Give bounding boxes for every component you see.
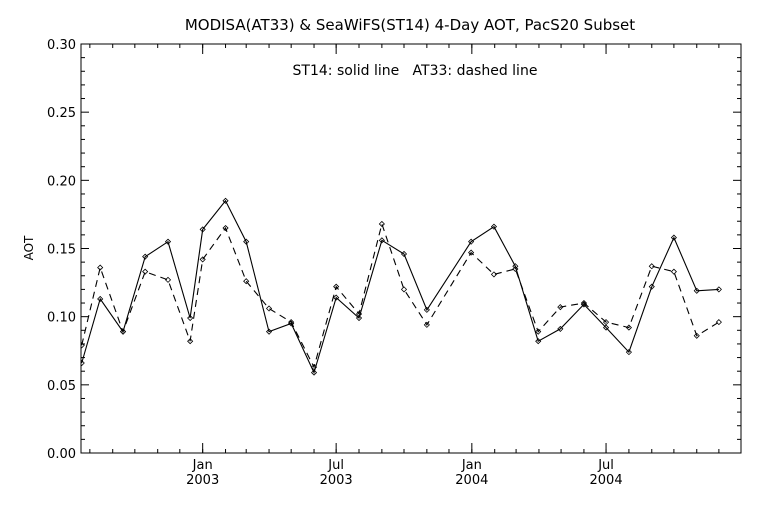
x-tick-label-month: Jan — [461, 458, 482, 473]
data-point-at33 — [512, 265, 519, 273]
chart-title: MODISA(AT33) & SeaWiFS(ST14) 4-Day AOT, … — [185, 16, 635, 34]
data-point-at33 — [119, 328, 127, 335]
data-point-st14 — [625, 349, 632, 356]
y-tick-label: 0.10 — [47, 311, 76, 326]
x-tick-label-month: Jul — [597, 458, 614, 473]
legend-annotation: ST14: solid line AT33: dashed line — [293, 63, 538, 79]
data-point-at33 — [142, 268, 149, 275]
data-point-st14 — [310, 369, 318, 376]
y-axis-label: AOT — [22, 235, 36, 260]
data-point-st14 — [333, 294, 340, 301]
data-point-st14 — [243, 238, 250, 245]
series-line-at33 — [81, 222, 720, 369]
series-layer — [81, 197, 722, 376]
data-point-st14 — [423, 306, 430, 313]
y-tick-label: 0.05 — [47, 379, 76, 394]
data-point-st14 — [97, 295, 104, 303]
data-point-st14 — [602, 324, 610, 331]
series-line-st14 — [81, 199, 719, 375]
data-point-at33 — [468, 249, 475, 256]
y-axis: 0.00 0.05 0.10 0.15 0.20 0.25 0.30 — [47, 38, 741, 462]
data-point-at33 — [288, 319, 295, 326]
data-point-st14 — [490, 223, 498, 230]
data-point-at33 — [199, 256, 206, 263]
data-point-at33 — [355, 310, 363, 318]
series-st14 — [81, 197, 722, 376]
data-point-at33 — [187, 338, 194, 345]
series-at33 — [81, 220, 722, 371]
data-point-st14 — [670, 234, 677, 241]
x-tick-label-year: 2004 — [455, 473, 488, 488]
data-point-at33 — [693, 332, 700, 339]
data-point-at33 — [222, 224, 229, 232]
data-point-st14 — [81, 359, 85, 367]
data-point-st14 — [187, 314, 194, 322]
x-tick-label-year: 2003 — [320, 473, 353, 488]
data-point-st14 — [715, 286, 722, 293]
data-point-at33 — [580, 299, 587, 307]
data-point-st14 — [355, 314, 363, 322]
data-point-at33 — [310, 364, 318, 371]
data-point-at33 — [557, 304, 564, 311]
data-point-at33 — [333, 283, 340, 290]
x-tick-label-month: Jan — [192, 458, 213, 473]
data-point-st14 — [265, 328, 273, 335]
data-point-st14 — [400, 250, 408, 258]
data-point-st14 — [222, 197, 229, 204]
data-point-at33 — [400, 286, 408, 293]
data-point-at33 — [625, 324, 632, 331]
data-point-st14 — [378, 237, 385, 244]
data-point-at33 — [670, 268, 677, 275]
x-tick-label-year: 2003 — [186, 473, 219, 488]
data-point-st14 — [512, 263, 519, 270]
y-tick-label: 0.00 — [47, 447, 76, 462]
data-point-at33 — [648, 263, 655, 270]
y-tick-label: 0.30 — [47, 38, 76, 53]
data-point-st14 — [535, 338, 542, 345]
data-point-at33 — [378, 220, 385, 228]
data-point-st14 — [557, 325, 564, 333]
data-point-st14 — [142, 253, 149, 260]
data-point-at33 — [423, 321, 430, 328]
data-point-at33 — [97, 264, 104, 271]
y-tick-label: 0.20 — [47, 174, 76, 189]
data-point-st14 — [648, 283, 655, 290]
data-point-st14 — [693, 287, 700, 294]
y-tick-label: 0.15 — [47, 243, 76, 258]
data-point-at33 — [602, 319, 610, 326]
data-point-at33 — [243, 278, 250, 285]
data-point-st14 — [468, 238, 475, 245]
data-point-at33 — [490, 271, 498, 278]
data-point-at33 — [81, 342, 85, 349]
data-point-at33 — [535, 328, 542, 335]
x-tick-label-month: Jul — [327, 458, 344, 473]
y-tick-label: 0.25 — [47, 106, 76, 121]
data-point-st14 — [199, 226, 206, 233]
data-point-st14 — [164, 238, 172, 245]
data-point-at33 — [164, 276, 172, 283]
x-tick-label-year: 2004 — [590, 473, 623, 488]
data-point-at33 — [265, 305, 273, 312]
data-point-at33 — [715, 319, 722, 326]
